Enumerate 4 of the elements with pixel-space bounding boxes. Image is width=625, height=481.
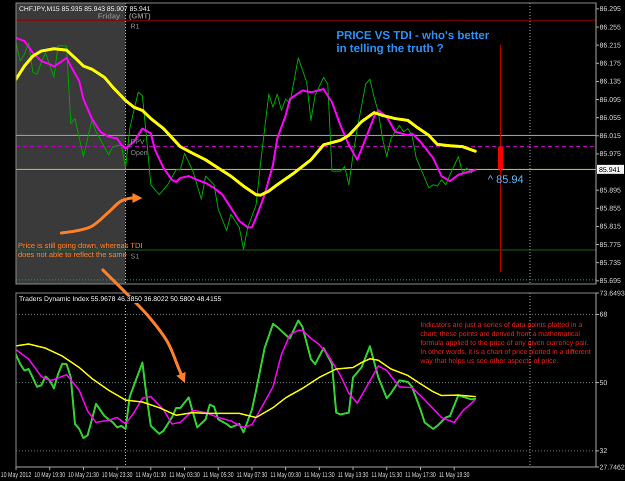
x-tick-label: 10 May 19:30	[34, 471, 66, 480]
x-tick-label: 10 May 21:30	[68, 471, 100, 480]
x-tick-label: 10 May 23:30	[102, 471, 133, 480]
annotation: PRICE VS TDI - who's better in telling the truth ?	[336, 30, 490, 55]
